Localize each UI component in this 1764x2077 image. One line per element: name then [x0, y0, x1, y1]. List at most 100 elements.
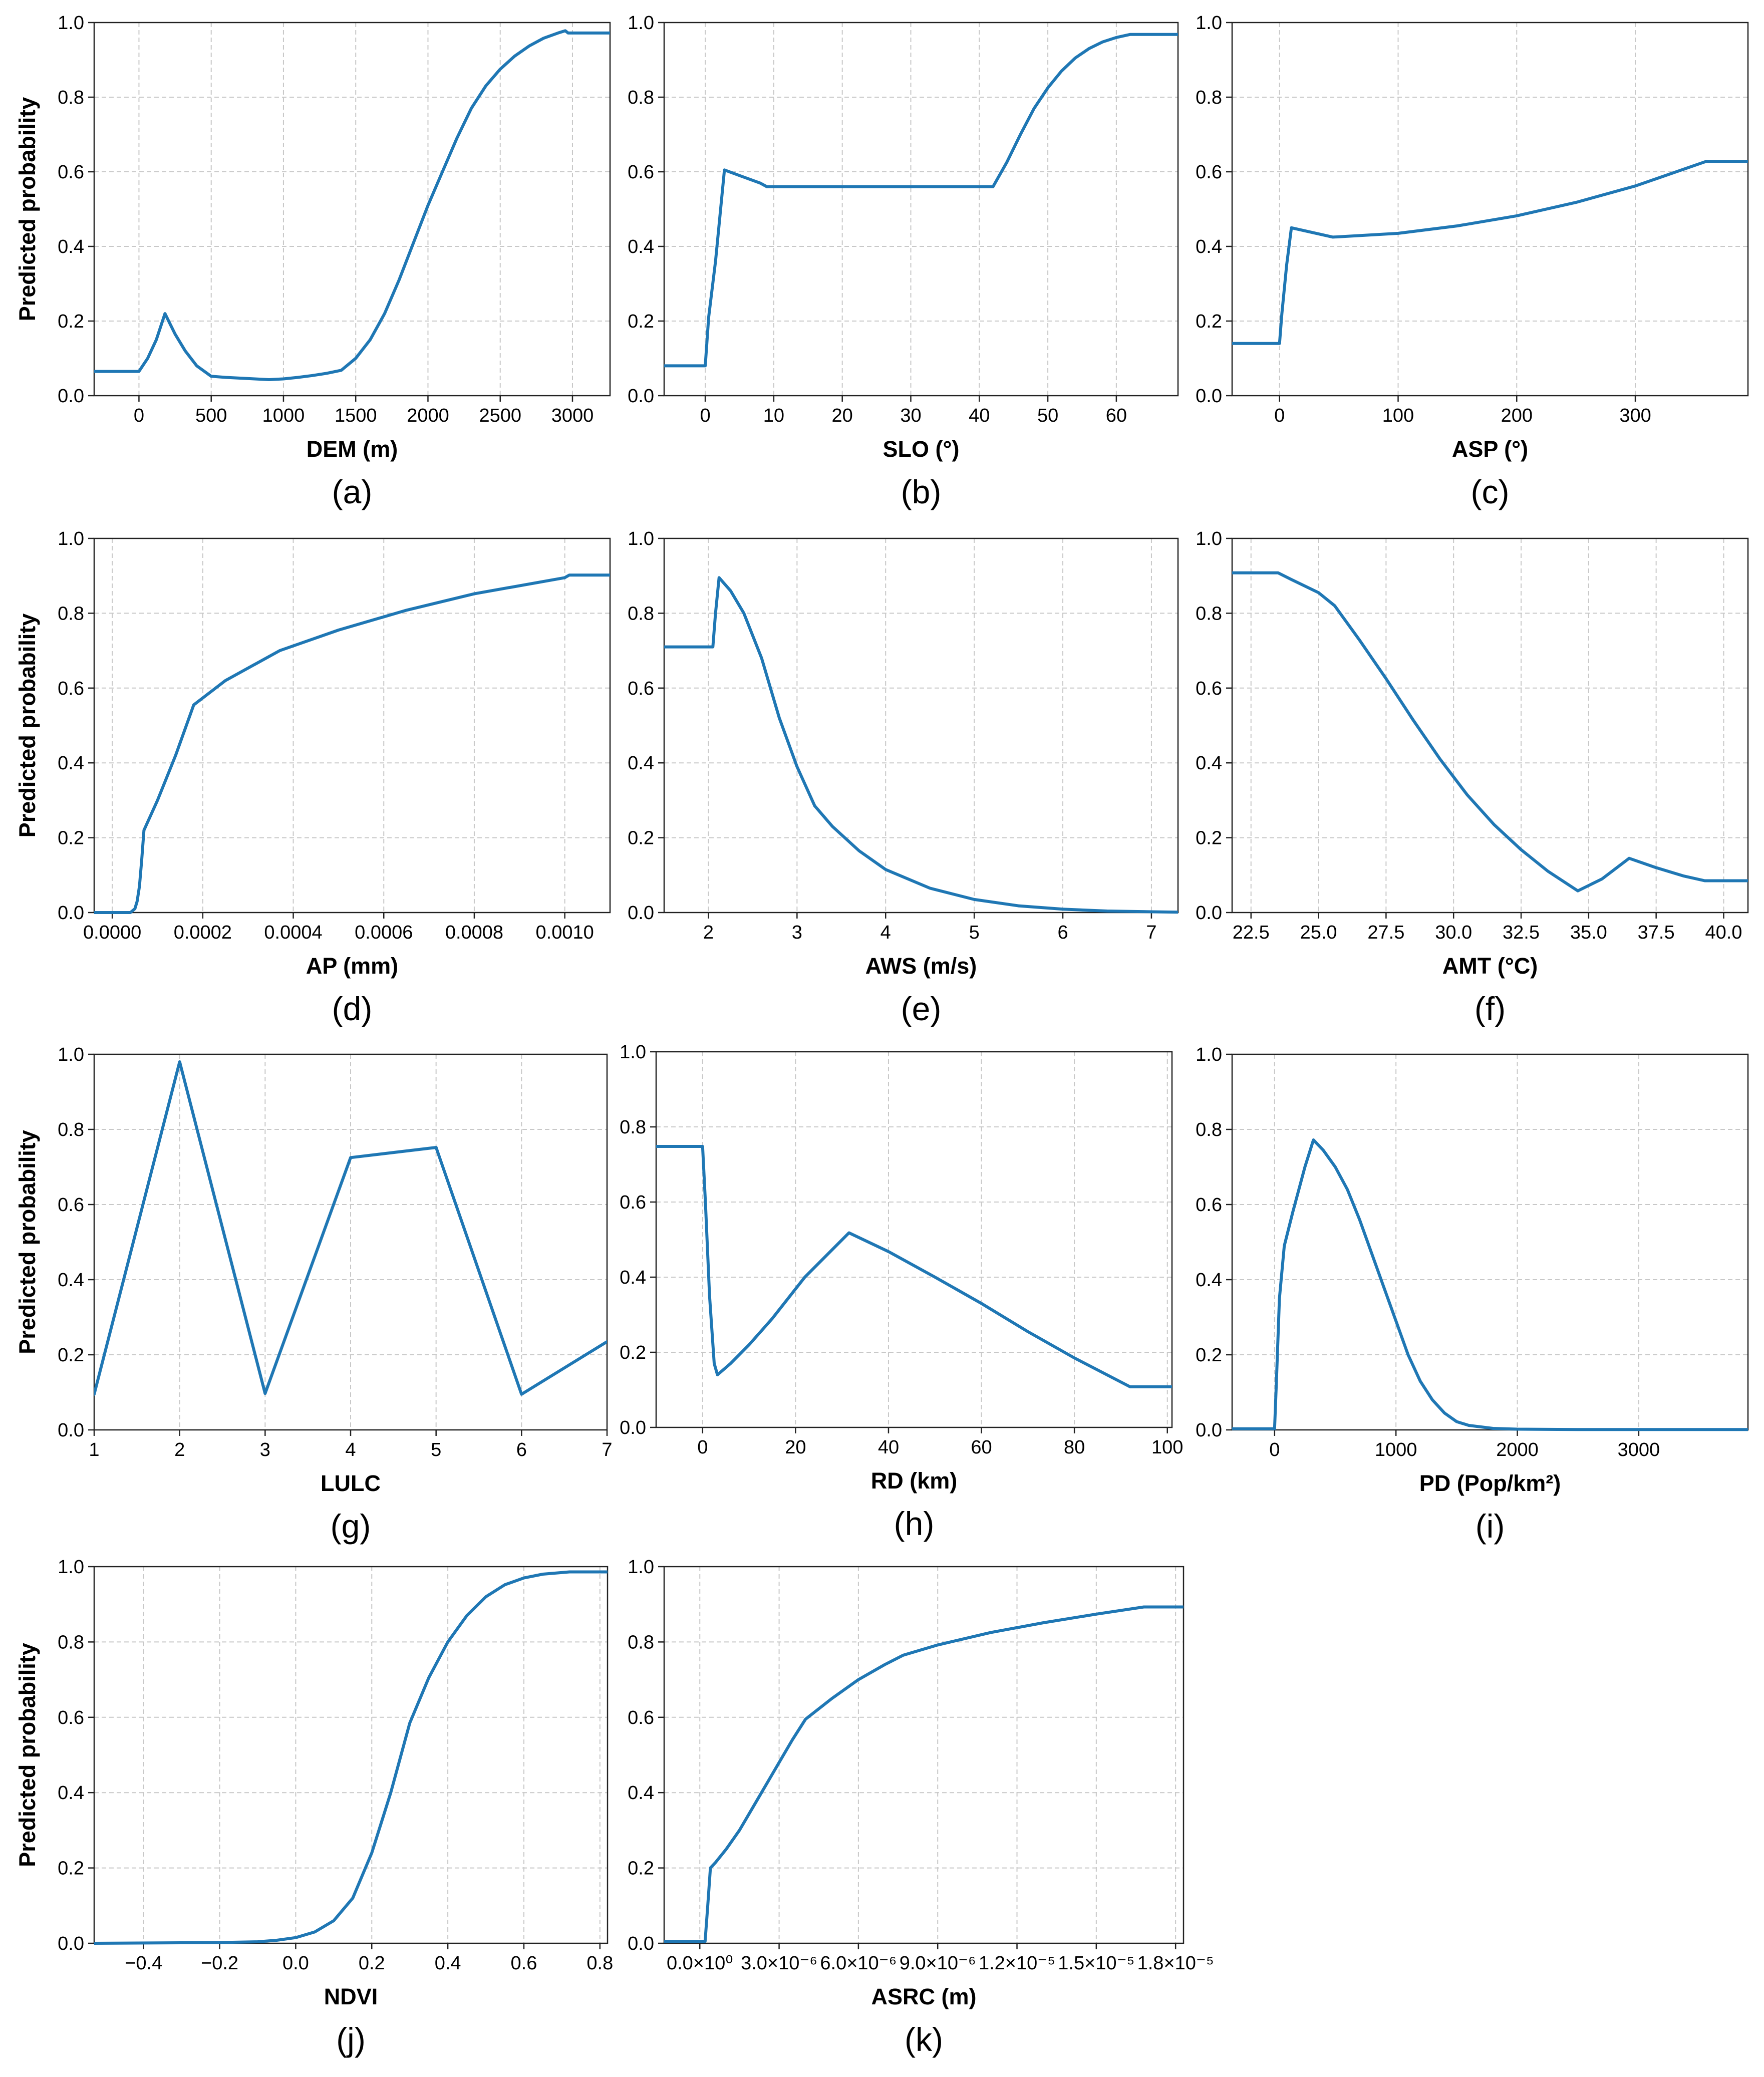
- panel-1-xlabel: DEM (m): [307, 436, 398, 462]
- panel-10-xtick-label-5: 0.6: [511, 1953, 537, 1974]
- panel-2-xtick-label-1: 10: [763, 405, 784, 426]
- panel-3-ytick-label-0: 0.0: [1196, 386, 1222, 407]
- panel-7: 1 2 3 4 5 6 7 0.0 0.2 0.4 0.6 0.8 1.0 Predicted proba…: [15, 1044, 613, 1545]
- panel-7-xtick-label-6: 7: [602, 1439, 612, 1460]
- panel-4-xtick-label-2: 0.0004: [264, 922, 322, 943]
- panel-4-ytick-label-0: 0.0: [58, 903, 84, 924]
- panel-8-ytick-label-2: 0.4: [620, 1267, 646, 1288]
- panel-9-tag: (i): [1476, 1508, 1505, 1545]
- panel-7-ytick-label-1: 0.2: [58, 1345, 84, 1366]
- panel-10-xtick-label-4: 0.4: [435, 1953, 461, 1974]
- panel-1-tag: (a): [332, 473, 373, 510]
- panel-7-ytick-label-0: 0.0: [58, 1420, 84, 1441]
- panel-10-curve: [94, 1570, 608, 1945]
- panel-9-xtick-label-2: 2000: [1496, 1439, 1539, 1460]
- panel-4-xtick-label-3: 0.0006: [355, 922, 413, 943]
- panel-5-ytick-label-0: 0.0: [628, 903, 654, 924]
- panel-10-ytick-label-5: 1.0: [58, 1557, 84, 1578]
- panel-1-ylabel: Predicted probability: [15, 97, 40, 322]
- panel-4-curve: [94, 573, 610, 914]
- panel-2-ytick-label-5: 1.0: [628, 13, 654, 34]
- panel-3-ytick-label-5: 1.0: [1196, 13, 1222, 34]
- panel-9: 0 1000 2000 3000 0.0 0.2 0.4 0.6 0.8 1.0 PD (Pop/k…: [1196, 1044, 1749, 1545]
- panel-3-ytick-label-3: 0.6: [1196, 162, 1222, 183]
- panel-8-curve: [656, 1145, 1172, 1388]
- panel-11-xlabel: ASRC (m): [871, 1984, 977, 2009]
- panel-1-xtick-label-5: 2500: [479, 405, 521, 426]
- panel-5-xtick-label-3: 5: [969, 922, 980, 943]
- panel-6-ytick-label-0: 0.0: [1196, 903, 1222, 924]
- panel-6-ytick-label-1: 0.2: [1196, 828, 1222, 849]
- panel-1-xtick-label-4: 2000: [407, 405, 449, 426]
- panel-6-ytick-label-5: 1.0: [1196, 528, 1222, 549]
- panel-9-frame: [1231, 1053, 1749, 1431]
- panel-4-ytick-label-1: 0.2: [58, 828, 84, 849]
- panel-2-xtick-label-6: 60: [1106, 405, 1127, 426]
- panel-11-xtick-label-6: 1.8×10⁻⁵: [1137, 1953, 1214, 1974]
- panel-7-curve: [94, 1060, 607, 1396]
- panel-8-xtick-label-1: 20: [785, 1437, 806, 1458]
- panel-11-xtick-label-4: 1.2×10⁻⁵: [979, 1953, 1055, 1974]
- panel-5-tag: (e): [901, 990, 942, 1027]
- panel-10-xtick-label-6: 0.8: [586, 1953, 613, 1974]
- panel-4-xtick-label-1: 0.0002: [174, 922, 232, 943]
- panel-1-ytick-label-4: 0.8: [58, 87, 84, 108]
- panel-1-xtick-label-1: 500: [195, 405, 227, 426]
- panel-5-xtick-label-2: 4: [880, 922, 891, 943]
- panel-4-ytick-label-5: 1.0: [58, 528, 84, 549]
- panel-3-frame: [1231, 22, 1749, 397]
- panel-6-tag: (f): [1475, 990, 1506, 1027]
- panel-6-xtick-label-6: 37.5: [1638, 922, 1675, 943]
- panel-1-ytick-label-5: 1.0: [58, 13, 84, 34]
- panel-7-ytick-label-3: 0.6: [58, 1195, 84, 1216]
- panel-8-tag: (h): [894, 1505, 935, 1542]
- panel-7-ytick-label-5: 1.0: [58, 1044, 84, 1065]
- panel-9-xtick-label-3: 3000: [1618, 1439, 1660, 1460]
- panel-2-ytick-label-0: 0.0: [628, 386, 654, 407]
- panel-2-curve: [664, 33, 1178, 368]
- panel-10-xtick-label-2: 0.0: [282, 1953, 309, 1974]
- panel-6-xtick-label-5: 35.0: [1570, 922, 1607, 943]
- panel-2: 0 10 20 30 40 50 60 0.0 0.2 0.4 0.6 0.8 1.0 SLO (°) (b…: [628, 13, 1179, 510]
- panel-5-ytick-label-2: 0.4: [628, 753, 654, 774]
- panel-10-tag: (j): [336, 2021, 366, 2058]
- panel-8-ytick-label-4: 0.8: [620, 1117, 646, 1138]
- panel-5-ytick-label-3: 0.6: [628, 678, 654, 699]
- panel-11-ytick-label-2: 0.4: [628, 1783, 654, 1804]
- panel-8-ytick-label-3: 0.6: [620, 1192, 646, 1213]
- panel-10-ytick-label-1: 0.2: [58, 1858, 84, 1879]
- panel-9-ytick-label-3: 0.6: [1196, 1195, 1222, 1216]
- panel-2-xtick-label-2: 20: [832, 405, 853, 426]
- panel-6-ytick-label-4: 0.8: [1196, 603, 1222, 624]
- panel-5-xtick-label-0: 2: [703, 922, 714, 943]
- panel-11-ytick-label-0: 0.0: [628, 1933, 654, 1954]
- panel-6-xtick-label-7: 40.0: [1705, 922, 1742, 943]
- panel-5-xtick-label-4: 6: [1057, 922, 1068, 943]
- panel-8-xtick-label-2: 40: [878, 1437, 899, 1458]
- panel-5-ytick-label-5: 1.0: [628, 528, 654, 549]
- panel-11-xtick-label-0: 0.0×10⁰: [667, 1953, 733, 1974]
- panel-1-ytick-label-2: 0.4: [58, 236, 84, 257]
- panel-3: 0 100 200 300 0.0 0.2 0.4 0.6 0.8 1.0 ASP (°) (c): [1196, 13, 1749, 510]
- panel-8-xtick-label-5: 100: [1151, 1437, 1183, 1458]
- panel-10-xtick-label-0: −0.4: [125, 1953, 162, 1974]
- panel-11-tag: (k): [905, 2021, 943, 2058]
- panel-6-xtick-label-1: 25.0: [1300, 922, 1337, 943]
- panel-4-ytick-label-2: 0.4: [58, 753, 84, 774]
- panel-1-curve: [94, 29, 610, 381]
- panel-5-ytick-label-1: 0.2: [628, 828, 654, 849]
- panel-9-ytick-label-2: 0.4: [1196, 1270, 1222, 1291]
- panel-6-xtick-label-4: 32.5: [1503, 922, 1540, 943]
- panel-11-xtick-label-3: 9.0×10⁻⁶: [900, 1953, 976, 1974]
- panel-3-xtick-label-1: 100: [1382, 405, 1414, 426]
- panel-6-xtick-label-3: 30.0: [1435, 922, 1472, 943]
- panel-7-tag: (g): [331, 1508, 371, 1545]
- panel-7-ytick-label-4: 0.8: [58, 1119, 84, 1140]
- panel-5-xtick-label-1: 3: [792, 922, 802, 943]
- panel-8-xtick-label-0: 0: [697, 1437, 708, 1458]
- panel-4-ytick-label-4: 0.8: [58, 603, 84, 624]
- panel-10-ylabel: Predicted probability: [15, 1643, 40, 1867]
- panel-6-ytick-label-3: 0.6: [1196, 678, 1222, 699]
- panel-6: 22.5 25.0 27.5 30.0 32.5 35.0 37.5 40.0 0.0 0.2 0.…: [1196, 528, 1749, 1027]
